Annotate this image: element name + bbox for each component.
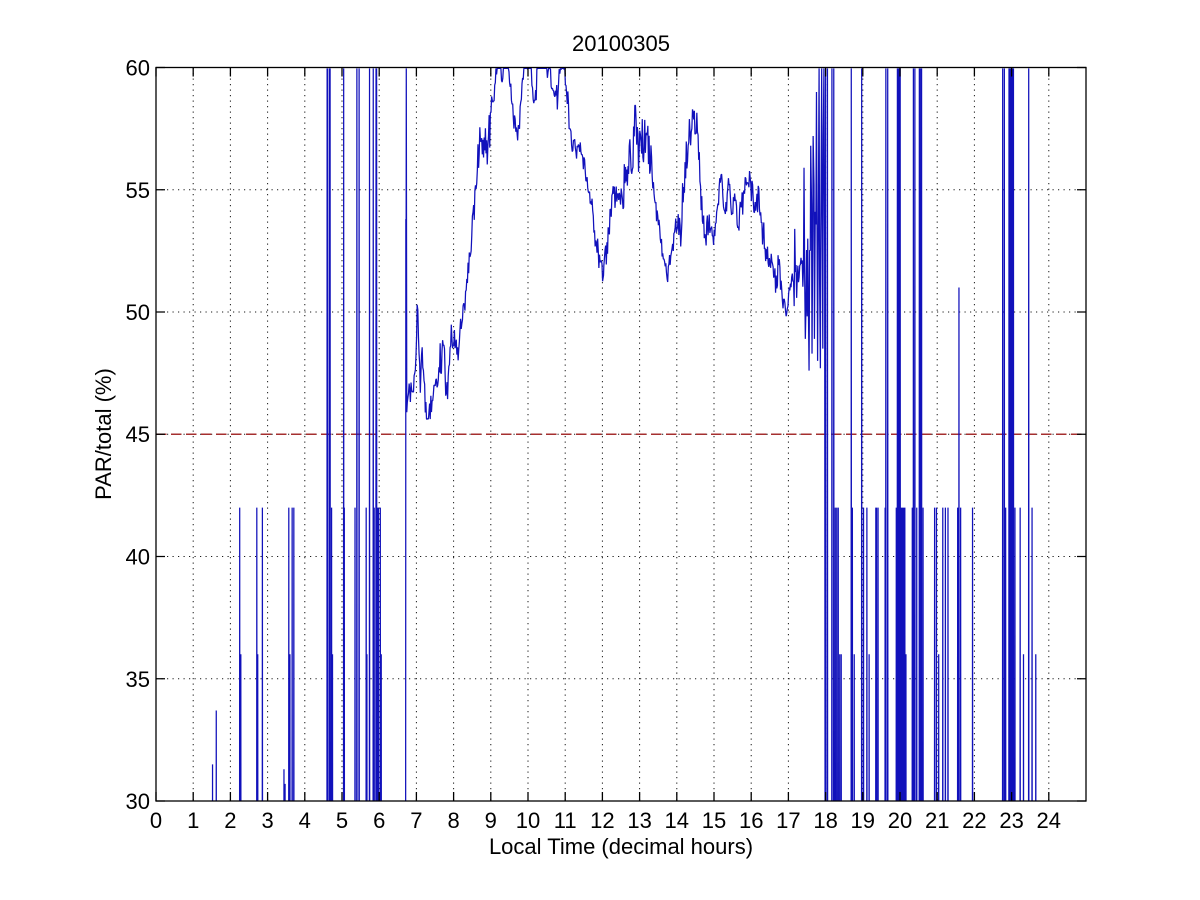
svg-text:15: 15	[702, 808, 726, 833]
svg-text:7: 7	[410, 808, 422, 833]
svg-text:Local Time (decimal hours): Local Time (decimal hours)	[489, 834, 753, 859]
svg-text:3: 3	[261, 808, 273, 833]
svg-text:40: 40	[126, 545, 150, 570]
svg-text:50: 50	[126, 300, 150, 325]
svg-text:5: 5	[336, 808, 348, 833]
svg-text:60: 60	[126, 56, 150, 81]
svg-text:20100305: 20100305	[572, 31, 670, 56]
svg-text:24: 24	[1037, 808, 1061, 833]
svg-text:1: 1	[187, 808, 199, 833]
svg-text:11: 11	[554, 808, 577, 833]
svg-text:30: 30	[126, 789, 150, 814]
svg-text:0: 0	[150, 808, 162, 833]
svg-text:10: 10	[516, 808, 540, 833]
svg-text:19: 19	[851, 808, 875, 833]
svg-text:PAR/total (%): PAR/total (%)	[91, 368, 116, 500]
svg-text:17: 17	[776, 808, 800, 833]
svg-text:18: 18	[813, 808, 837, 833]
svg-text:22: 22	[962, 808, 986, 833]
svg-text:14: 14	[665, 808, 689, 833]
svg-text:4: 4	[299, 808, 311, 833]
svg-text:21: 21	[925, 808, 949, 833]
svg-text:16: 16	[739, 808, 763, 833]
svg-text:9: 9	[485, 808, 497, 833]
svg-text:8: 8	[447, 808, 459, 833]
svg-text:20: 20	[888, 808, 912, 833]
svg-text:6: 6	[373, 808, 385, 833]
svg-text:12: 12	[590, 808, 614, 833]
svg-text:2: 2	[224, 808, 236, 833]
svg-text:55: 55	[126, 178, 150, 203]
svg-text:23: 23	[999, 808, 1023, 833]
svg-text:45: 45	[126, 422, 150, 447]
svg-text:35: 35	[126, 667, 150, 692]
svg-text:13: 13	[627, 808, 651, 833]
